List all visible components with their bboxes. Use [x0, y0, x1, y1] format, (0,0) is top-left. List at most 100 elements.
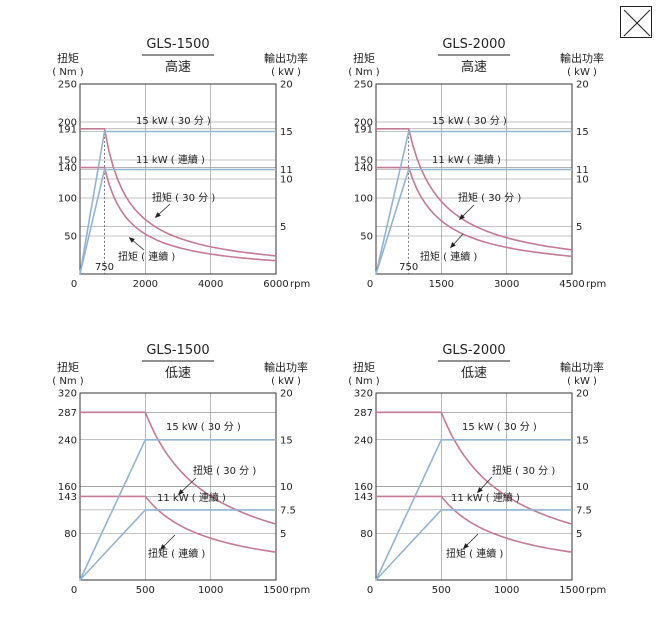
- curve-label: 扭矩 ( 連續 ): [446, 547, 503, 560]
- y-tick-label: 320: [354, 389, 373, 400]
- close-button[interactable]: [620, 6, 652, 38]
- curve-label: 扭矩 ( 連續 ): [148, 547, 205, 560]
- y-tick-label: 250: [354, 80, 373, 91]
- plot-frame: [375, 83, 573, 275]
- y-tick-label: 240: [354, 435, 373, 446]
- torque-axis-unit: ( Nm ): [52, 376, 83, 387]
- y-tick-label: 200: [354, 118, 373, 129]
- torque-axis-title: 扭矩: [353, 360, 375, 374]
- y2-tick-label: 7.5: [280, 505, 296, 516]
- torque-axis-unit: ( Nm ): [52, 67, 83, 78]
- power-axis-title: 輸出功率: [264, 360, 308, 374]
- chart-subtitle: 高速: [165, 59, 191, 75]
- torque-axis-unit: ( Nm ): [348, 67, 379, 78]
- y-tick-label: 143: [354, 492, 373, 503]
- torque-curve: [376, 128, 573, 251]
- y-tick-label: 191: [354, 124, 373, 135]
- curve-label: 15 kW ( 30 分 ): [136, 115, 211, 127]
- curve-label: 15 kW ( 30 分 ): [432, 115, 507, 127]
- torque-curve: [80, 411, 277, 525]
- x-origin-label: 0: [71, 585, 77, 596]
- y2-tick-label: 10: [576, 482, 589, 493]
- x-tick-label: 4000: [198, 279, 223, 290]
- curve-label: 扭矩 ( 連續 ): [420, 250, 477, 263]
- curve-label: 扭矩 ( 30 分 ): [152, 191, 215, 204]
- x-tick-label: 4500: [559, 279, 584, 290]
- power-curve: [79, 439, 276, 581]
- y2-tick-label: 15: [576, 127, 589, 138]
- torque-curve: [80, 166, 277, 262]
- y2-tick-label: 11: [576, 165, 589, 176]
- y-tick-label: 160: [354, 482, 373, 493]
- y-tick-label: 80: [64, 529, 77, 540]
- y-tick-label: 287: [58, 408, 77, 419]
- chart-3: GLS-1500 低速 扭矩 ( Nm ) 輸出功率 ( kW ) 320 287 240 160…: [52, 343, 310, 596]
- y-tick-label: 100: [58, 194, 77, 205]
- base-speed-label: 750: [95, 262, 114, 273]
- power-axis-unit: ( kW ): [271, 376, 301, 387]
- torque-axis-title: 扭矩: [57, 51, 79, 65]
- y2-tick-label: 10: [576, 175, 589, 186]
- torque-curve: [376, 495, 573, 553]
- x-tick-label: 500: [432, 585, 451, 596]
- curve-label: 15 kW ( 30 分 ): [166, 421, 241, 433]
- y2-tick-label: 20: [576, 80, 589, 91]
- curve-label: 11 kW ( 連續 ): [451, 491, 520, 504]
- chart-title: GLS-2000: [442, 343, 505, 358]
- arrow-head: [462, 543, 469, 550]
- y-tick-label: 240: [58, 435, 77, 446]
- x-tick-label: 3000: [494, 279, 519, 290]
- y-tick-label: 143: [58, 492, 77, 503]
- x-tick-label: 2000: [133, 279, 158, 290]
- y-tick-label: 140: [58, 163, 77, 174]
- y-tick-label: 200: [58, 118, 77, 129]
- torque-axis-title: 扭矩: [57, 360, 79, 374]
- y-tick-label: 100: [354, 194, 373, 205]
- power-curve: [79, 168, 276, 275]
- torque-axis-unit: ( Nm ): [348, 376, 379, 387]
- plot-frame: [375, 392, 573, 581]
- torque-curve: [376, 166, 573, 258]
- y-tick-label: 150: [354, 156, 373, 167]
- y2-tick-label: 10: [280, 175, 293, 186]
- power-axis-unit: ( kW ): [567, 376, 597, 387]
- y2-tick-label: 5: [576, 529, 582, 540]
- arrow-head: [177, 489, 184, 496]
- arrow-head: [477, 487, 483, 494]
- y2-tick-label: 20: [576, 389, 589, 400]
- chart-title: GLS-2000: [442, 37, 505, 52]
- y2-tick-label: 11: [280, 165, 293, 176]
- curve-label: 15 kW ( 30 分 ): [462, 421, 537, 433]
- y2-tick-label: 20: [280, 80, 293, 91]
- x-tick-label: 6000: [263, 279, 288, 290]
- y-tick-label: 250: [58, 80, 77, 91]
- y-tick-label: 320: [58, 389, 77, 400]
- y2-tick-label: 15: [280, 435, 293, 446]
- y2-tick-label: 7.5: [576, 505, 592, 516]
- x-unit-label: rpm: [290, 585, 310, 596]
- y-tick-label: 140: [354, 163, 373, 174]
- leader-line: [460, 204, 475, 219]
- base-speed-label: 750: [399, 262, 418, 273]
- y2-tick-label: 15: [280, 127, 293, 138]
- close-icon: [623, 9, 651, 37]
- y2-tick-label: 10: [280, 482, 293, 493]
- curve-label: 扭矩 ( 30 分 ): [193, 464, 256, 477]
- x-tick-label: 500: [136, 585, 155, 596]
- x-tick-label: 1500: [429, 279, 454, 290]
- curve-label: 11 kW ( 連續 ): [157, 491, 226, 504]
- power-curve: [375, 130, 572, 275]
- power-curve: [375, 509, 572, 581]
- x-origin-label: 0: [71, 279, 77, 290]
- leader-line: [161, 534, 176, 549]
- y2-tick-label: 5: [280, 529, 286, 540]
- leader-line: [464, 533, 479, 548]
- power-axis-unit: ( kW ): [567, 67, 597, 78]
- arrow-head: [458, 214, 465, 221]
- chart-subtitle: 低速: [461, 366, 487, 381]
- x-tick-label: 1000: [494, 585, 519, 596]
- x-unit-label: rpm: [290, 279, 310, 290]
- y-tick-label: 191: [58, 124, 77, 135]
